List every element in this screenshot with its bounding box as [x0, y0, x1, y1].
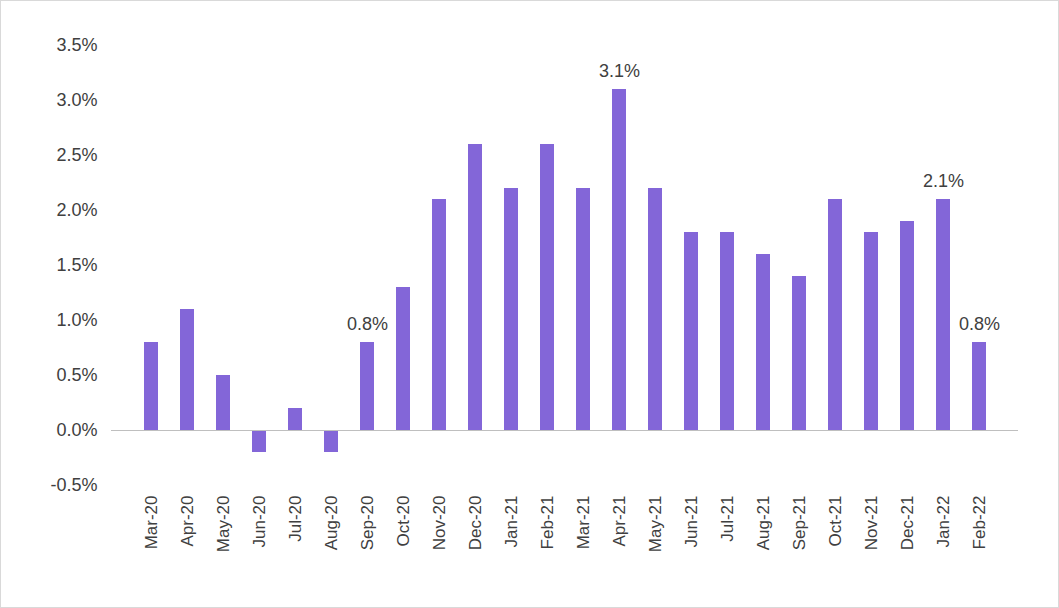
- svg-text:0.8%: 0.8%: [959, 314, 1000, 334]
- svg-text:2.5%: 2.5%: [56, 145, 97, 165]
- svg-text:Oct-20: Oct-20: [394, 496, 413, 547]
- svg-text:Sep-21: Sep-21: [790, 496, 809, 551]
- svg-text:May-21: May-21: [646, 496, 665, 553]
- svg-text:Dec-21: Dec-21: [898, 496, 917, 551]
- svg-text:Jun-21: Jun-21: [682, 496, 701, 548]
- svg-text:Jun-20: Jun-20: [250, 496, 269, 548]
- svg-text:Feb-21: Feb-21: [538, 496, 557, 550]
- svg-text:Jul-21: Jul-21: [718, 496, 737, 542]
- svg-text:Mar-21: Mar-21: [574, 496, 593, 550]
- svg-text:Aug-21: Aug-21: [754, 496, 773, 551]
- svg-text:Oct-21: Oct-21: [826, 496, 845, 547]
- svg-text:1.5%: 1.5%: [56, 255, 97, 275]
- svg-text:Nov-21: Nov-21: [862, 496, 881, 551]
- svg-text:0.0%: 0.0%: [56, 420, 97, 440]
- svg-text:Apr-20: Apr-20: [178, 496, 197, 547]
- svg-text:Mar-20: Mar-20: [142, 496, 161, 550]
- svg-text:2.1%: 2.1%: [923, 171, 964, 191]
- svg-text:3.1%: 3.1%: [599, 61, 640, 81]
- svg-text:Nov-20: Nov-20: [430, 496, 449, 551]
- svg-text:Feb-22: Feb-22: [970, 496, 989, 550]
- svg-text:-0.5%: -0.5%: [50, 475, 97, 495]
- svg-text:Jan-21: Jan-21: [502, 496, 521, 548]
- svg-text:3.0%: 3.0%: [56, 90, 97, 110]
- svg-text:Dec-20: Dec-20: [466, 496, 485, 551]
- svg-text:1.0%: 1.0%: [56, 310, 97, 330]
- svg-text:May-20: May-20: [214, 496, 233, 553]
- svg-text:Jan-22: Jan-22: [934, 496, 953, 548]
- svg-text:0.5%: 0.5%: [56, 365, 97, 385]
- svg-text:Sep-20: Sep-20: [358, 496, 377, 551]
- svg-text:2.0%: 2.0%: [56, 200, 97, 220]
- svg-text:Jul-20: Jul-20: [286, 496, 305, 542]
- svg-text:Aug-20: Aug-20: [322, 496, 341, 551]
- svg-text:Apr-21: Apr-21: [610, 496, 629, 547]
- svg-text:0.8%: 0.8%: [347, 314, 388, 334]
- svg-text:3.5%: 3.5%: [56, 35, 97, 55]
